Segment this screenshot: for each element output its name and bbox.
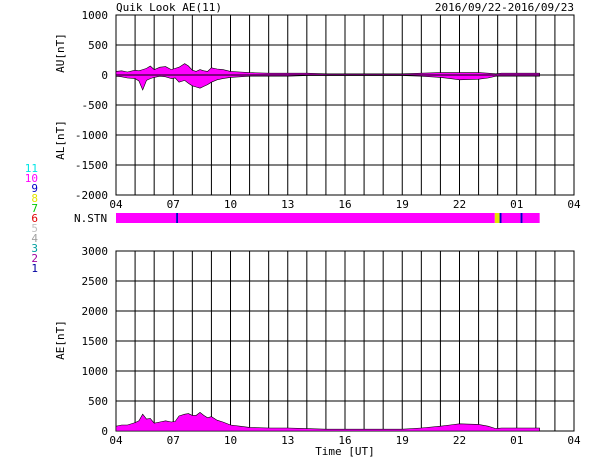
station-legend-item: 10 xyxy=(24,172,38,185)
x-tick-label: 16 xyxy=(338,434,351,447)
station-legend-item: 6 xyxy=(31,212,38,225)
y-axis-label-ae: AE[nT] xyxy=(54,320,67,360)
x-tick-label: 04 xyxy=(109,198,123,211)
station-bar-segment xyxy=(499,213,502,223)
y-tick-label: -2000 xyxy=(75,189,108,202)
x-tick-label: 04 xyxy=(567,198,581,211)
y-tick-label: -1000 xyxy=(75,129,108,142)
y-tick-label: 1000 xyxy=(82,9,109,22)
series-area xyxy=(115,74,540,91)
x-tick-label: 07 xyxy=(167,198,180,211)
y-tick-label: 3000 xyxy=(82,245,109,258)
station-bar-segment xyxy=(176,213,179,223)
x-tick-label: 04 xyxy=(567,434,581,447)
x-tick-label: 19 xyxy=(396,434,409,447)
station-bar: N.STN xyxy=(74,212,540,225)
station-legend-item: 5 xyxy=(31,222,38,235)
x-tick-label: 16 xyxy=(338,198,351,211)
station-legend-item: 4 xyxy=(31,232,38,245)
y-axis-label-au: AU[nT] xyxy=(54,33,67,73)
station-legend-item: 9 xyxy=(31,182,38,195)
station-legend-item: 1 xyxy=(31,262,38,275)
station-legend-item: 11 xyxy=(24,162,38,175)
y-tick-label: 1500 xyxy=(82,335,109,348)
series-area xyxy=(115,412,540,432)
y-axis-label-al: AL[nT] xyxy=(54,120,67,160)
station-bar-segment xyxy=(522,213,540,223)
y-tick-label: 0 xyxy=(101,69,108,82)
y-tick-label: 500 xyxy=(88,39,108,52)
x-axis-title: Time [UT] xyxy=(315,445,375,458)
x-tick-label: 13 xyxy=(281,434,294,447)
x-tick-label: 07 xyxy=(167,434,180,447)
x-tick-label: 19 xyxy=(396,198,409,211)
station-legend-item: 2 xyxy=(31,252,38,265)
station-bar-segment xyxy=(501,213,521,223)
station-bar-segment xyxy=(178,213,495,223)
x-tick-label: 13 xyxy=(281,198,294,211)
series-area xyxy=(115,63,540,76)
y-tick-label: 500 xyxy=(88,395,108,408)
station-bar-segment xyxy=(116,213,177,223)
ae-panel: 3000 2500 2000 1500 1000 500 0 04 07 10 13 16 19 22 0… xyxy=(54,245,581,458)
station-bar-segment xyxy=(520,213,523,223)
x-tick-label: 10 xyxy=(224,198,237,211)
y-tick-label: -1500 xyxy=(75,159,108,172)
station-legend: 11 10 9 8 7 6 5 4 3 2 1 xyxy=(18,162,38,275)
figure-title: Quik Look AE(11) xyxy=(116,1,222,14)
station-legend-item: 3 xyxy=(31,242,38,255)
station-bar-segment xyxy=(494,213,500,223)
date-range: 2016/09/22-2016/09/23 xyxy=(435,1,574,14)
y-tick-label: 2500 xyxy=(82,275,109,288)
x-tick-label: 22 xyxy=(453,198,466,211)
y-tick-label: -500 xyxy=(82,99,109,112)
x-tick-label: 22 xyxy=(453,434,466,447)
y-tick-label: 1000 xyxy=(82,365,109,378)
station-legend-item: 7 xyxy=(31,202,38,215)
station-count-label: N.STN xyxy=(74,212,107,225)
x-tick-label: 04 xyxy=(109,434,123,447)
au-al-panel: 1000 500 0 -500 -1000 -1500 -2000 04 07 10 13 16 19… xyxy=(54,9,581,211)
x-tick-label: 01 xyxy=(510,198,523,211)
x-tick-label: 01 xyxy=(510,434,523,447)
station-legend-item: 8 xyxy=(31,192,38,205)
x-tick-label: 10 xyxy=(224,434,237,447)
y-tick-label: 2000 xyxy=(82,305,109,318)
y-tick-label: 0 xyxy=(101,425,108,438)
